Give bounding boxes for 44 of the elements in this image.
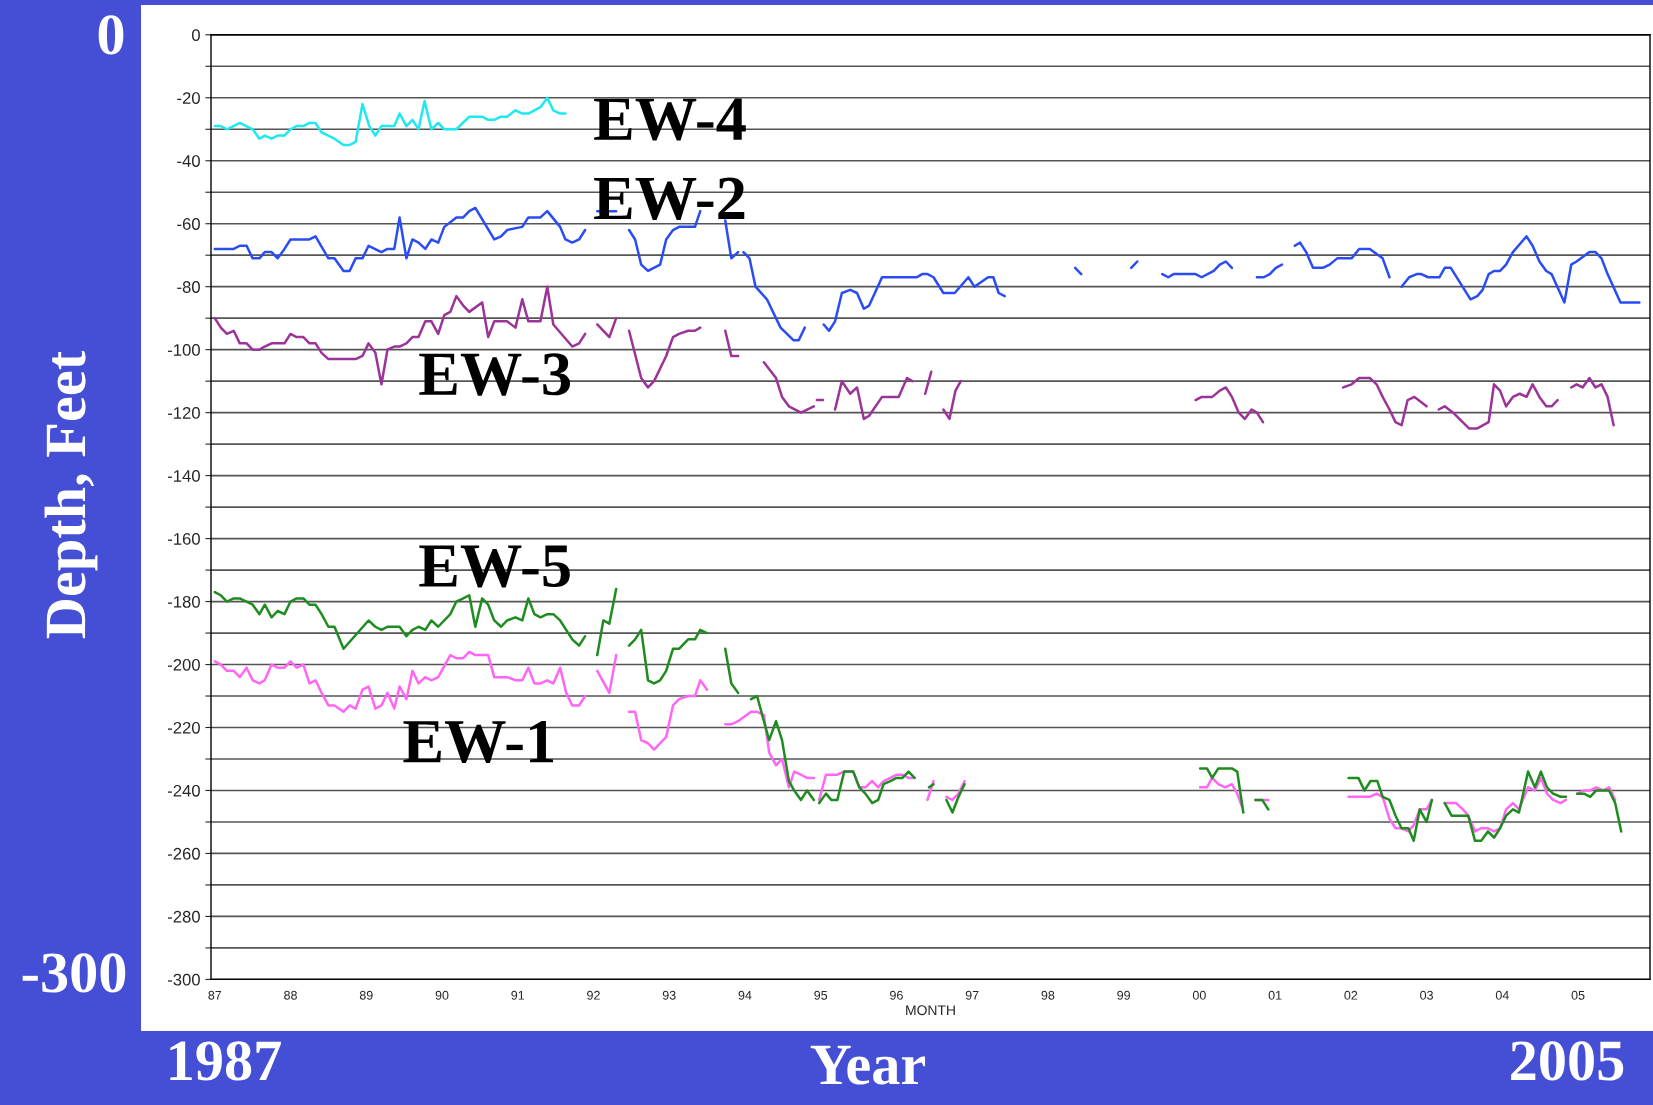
x-tick-label: 89 xyxy=(359,990,373,1000)
y-tick-label: -200 xyxy=(167,658,200,671)
x-tick-label: 93 xyxy=(662,990,676,1000)
x-tick-label: 96 xyxy=(890,990,903,1000)
y-tick-label: -300 xyxy=(167,973,200,986)
y-tick-label: -80 xyxy=(177,281,200,293)
x-axis-title: MONTH xyxy=(906,1005,955,1016)
y-tick-label: -280 xyxy=(167,910,200,923)
series-label: EW-1 xyxy=(403,720,554,764)
y-tick-label: 0 xyxy=(191,29,200,41)
line-series xyxy=(213,96,567,147)
y-tick-label: -60 xyxy=(177,218,200,230)
y-axis-title: Depth, Feet xyxy=(44,351,98,639)
x-tick-label: 01 xyxy=(1268,990,1282,1000)
text: 2005 xyxy=(1511,1041,1624,1081)
text: 0 xyxy=(98,15,124,55)
y-tick-label: -100 xyxy=(167,344,200,356)
x-tick-label: 98 xyxy=(1041,990,1055,1000)
x-tick-label: 04 xyxy=(1495,990,1509,1000)
x-tick-label: 92 xyxy=(587,990,600,1000)
text: 1987 xyxy=(170,1041,281,1081)
x-tick-label: 87 xyxy=(208,990,222,1000)
y-tick-label: -180 xyxy=(167,595,200,608)
y-tick-label: -240 xyxy=(167,784,200,797)
y-tick-label: -20 xyxy=(177,92,200,104)
x-tick-label: 91 xyxy=(511,990,525,1000)
x-tick-label: 95 xyxy=(814,990,828,1000)
x-tick-label: 88 xyxy=(284,990,297,1000)
x-tick-label: 02 xyxy=(1344,990,1358,1000)
x-tick-label: 94 xyxy=(738,990,752,1000)
y-tick-label: -120 xyxy=(167,407,200,419)
y-tick-label: -220 xyxy=(167,721,200,734)
x-tick-label: 00 xyxy=(1192,990,1206,1000)
x-tick-label: 90 xyxy=(435,990,449,1000)
y-tick-label: -260 xyxy=(167,847,200,860)
x-tick-label: 05 xyxy=(1571,990,1585,1000)
y-tick-label: -140 xyxy=(167,470,200,482)
y-tick-label: -160 xyxy=(167,532,200,545)
x-tick-label: 03 xyxy=(1420,990,1433,1000)
x-tick-label: 99 xyxy=(1117,990,1130,1000)
y-tick-label: -40 xyxy=(177,155,200,167)
text: Year xyxy=(810,1045,926,1085)
text: -300 xyxy=(22,953,126,993)
x-tick-label: 97 xyxy=(965,990,979,1000)
